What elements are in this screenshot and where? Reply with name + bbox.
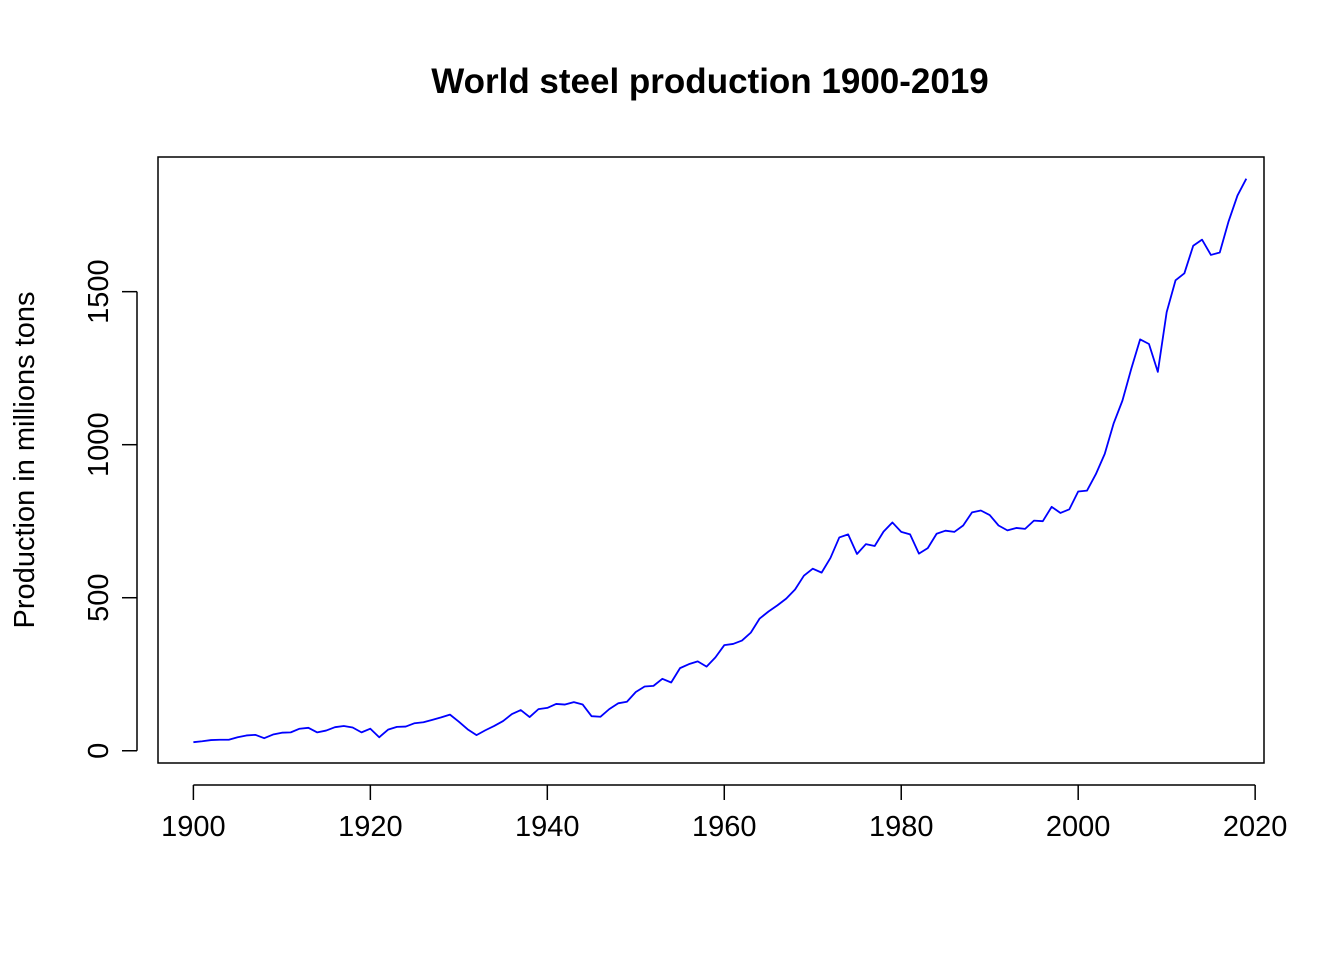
x-tick-label: 2000 xyxy=(1046,811,1111,843)
series-line xyxy=(193,178,1248,744)
x-axis: 1900 1920 1940 1960 1980 2000 2020 xyxy=(161,784,1288,843)
chart-title: World steel production 1900-2019 xyxy=(431,62,989,101)
x-tick-label: 2020 xyxy=(1223,811,1288,843)
y-axis-label: Production in millions tons xyxy=(9,292,41,629)
x-tick-label: 1900 xyxy=(161,811,226,843)
x-tick-label: 1980 xyxy=(869,811,934,843)
y-tick-label: 1500 xyxy=(83,259,115,324)
series-group xyxy=(193,178,1248,744)
x-tick-label: 1940 xyxy=(515,811,580,843)
x-tick-label: 1920 xyxy=(338,811,403,843)
y-tick-label: 0 xyxy=(83,743,115,759)
y-tick-label: 1000 xyxy=(83,412,115,477)
x-tick-label: 1960 xyxy=(692,811,757,843)
y-axis: 0 500 1000 1500 xyxy=(83,259,138,759)
y-tick-label: 500 xyxy=(83,574,115,622)
plot-frame xyxy=(157,156,1265,764)
